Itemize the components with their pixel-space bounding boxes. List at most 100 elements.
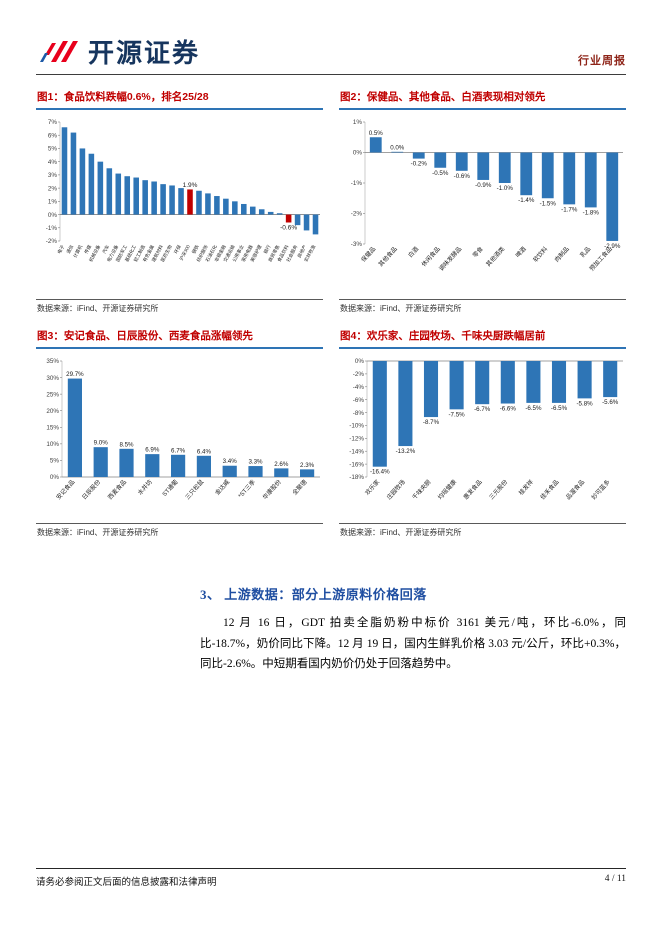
svg-text:0%: 0% [353,150,363,157]
svg-text:-6.5%: -6.5% [525,405,542,412]
figure-4-title: 图4：欢乐家、庄园牧场、千味央厨跌幅居前 [339,326,626,349]
svg-text:2.3%: 2.3% [300,462,315,469]
svg-text:6.4%: 6.4% [197,448,212,455]
svg-text:零食: 零食 [471,245,485,259]
bar-chart-figure-3: 35% 30% 25% 20% 15% 10% 5% 0% 29.7% 安记食品 9.0% 日辰股份 8… [46,358,320,501]
figure-panel-4: 图4：欢乐家、庄园牧场、千味央厨跌幅居前 0% -2% -4% -6% -8% -10% -… [339,326,626,538]
svg-text:ST通葡: ST通葡 [160,478,179,498]
header-divider [36,74,626,75]
svg-text:1.9%: 1.9% [183,182,198,189]
svg-text:惠发食品: 惠发食品 [462,478,484,501]
svg-text:-5.8%: -5.8% [577,400,594,407]
figure-row-1: 图1：食品饮料跌幅0.6%，排名25/28 7% 6% 5% 4% 3% 2% 1% 0% -1… [36,87,626,314]
figure-2-title: 图2：保健品、其他食品、白酒表现相对领先 [339,87,626,110]
footer-disclaimer: 请务必参阅正文后面的信息披露和法律声明 [36,878,217,888]
svg-text:乳品: 乳品 [578,245,592,259]
svg-text:-16%: -16% [349,461,364,468]
page-footer: 请务必参阅正文后面的信息披露和法律声明 4 / 11 [36,868,626,888]
svg-text:2.6%: 2.6% [274,461,289,468]
figure-2-source: 数据来源：iFind、开源证券研究所 [339,299,626,314]
svg-text:25%: 25% [46,391,59,398]
svg-text:5%: 5% [50,458,60,465]
svg-text:-1.5%: -1.5% [540,200,557,207]
svg-text:6.9%: 6.9% [145,447,160,454]
svg-text:-0.2%: -0.2% [411,161,428,168]
figure-panel-3: 图3：安记食品、日辰股份、西麦食品涨幅领先 35% 30% 25% 20% 15% 10%… [36,326,323,538]
page-number: 4 / 11 [604,874,626,884]
svg-text:软饮料: 软饮料 [531,245,549,264]
svg-text:0%: 0% [355,358,365,365]
svg-text:6%: 6% [48,132,58,139]
svg-text:-2%: -2% [46,238,58,245]
svg-text:3.4%: 3.4% [223,458,238,465]
section-paragraph: 12 月 16 日，GDT 拍卖全脂奶粉中标价 3161 美元/吨，环比-6.0… [200,617,626,671]
logo: 开源证券 [36,33,200,70]
svg-text:-1.8%: -1.8% [583,209,600,216]
svg-text:0%: 0% [50,474,60,481]
svg-text:-5.6%: -5.6% [602,399,619,406]
svg-text:-1%: -1% [46,225,58,232]
svg-text:全聚德: 全聚德 [291,478,309,497]
svg-text:-7.5%: -7.5% [449,411,466,418]
svg-text:其他酒类: 其他酒类 [484,245,506,268]
report-header: 开源证券 行业周报 [36,14,626,70]
svg-text:5%: 5% [48,146,58,153]
svg-text:庄园牧场: 庄园牧场 [385,478,407,501]
svg-text:9.0%: 9.0% [94,440,109,447]
svg-text:-6.6%: -6.6% [500,406,517,413]
svg-text:-16.4%: -16.4% [370,469,390,476]
svg-text:安记食品: 安记食品 [54,478,76,501]
svg-text:传媒: 传媒 [83,243,94,255]
figure-panel-2: 图2：保健品、其他食品、白酒表现相对领先 1% 0% -1% -2% -3% 0.5% 保健… [339,87,626,314]
svg-text:15%: 15% [46,424,59,431]
svg-text:计算机: 计算机 [72,243,85,259]
figure-3-title: 图3：安记食品、日辰股份、西麦食品涨幅领先 [36,326,323,349]
figure-1-title: 图1：食品饮料跌幅0.6%，排名25/28 [36,87,323,110]
svg-text:品渥食品: 品渥食品 [564,478,586,501]
svg-text:-4%: -4% [353,384,365,391]
figure-panel-1: 图1：食品饮料跌幅0.6%，排名25/28 7% 6% 5% 4% 3% 2% 1% 0% -1… [36,87,323,314]
svg-text:银行: 银行 [262,243,273,255]
svg-text:3.3%: 3.3% [248,459,263,466]
svg-text:调味发酵品: 调味发酵品 [437,245,463,273]
figure-4-source: 数据来源：iFind、开源证券研究所 [339,523,626,538]
svg-text:-1.4%: -1.4% [518,197,535,204]
svg-text:妙可蓝多: 妙可蓝多 [590,478,612,501]
svg-text:10%: 10% [46,441,59,448]
svg-text:-1.0%: -1.0% [497,185,514,192]
svg-text:-6.7%: -6.7% [474,406,491,413]
figure-row-2: 图3：安记食品、日辰股份、西麦食品涨幅领先 35% 30% 25% 20% 15% 10%… [36,326,626,538]
svg-text:啤酒: 啤酒 [514,245,528,259]
svg-text:-0.9%: -0.9% [475,182,492,189]
svg-text:西麦食品: 西麦食品 [106,478,128,501]
svg-text:欢乐家: 欢乐家 [363,478,381,497]
svg-text:钢铁: 钢铁 [190,243,201,255]
svg-text:20%: 20% [46,408,59,415]
svg-text:1%: 1% [48,199,58,206]
svg-text:-1%: -1% [351,180,363,187]
svg-text:三元股份: 三元股份 [487,478,509,501]
svg-text:佳禾食品: 佳禾食品 [538,478,560,501]
figure-3-source: 数据来源：iFind、开源证券研究所 [36,523,323,538]
svg-text:-10%: -10% [349,423,364,430]
svg-text:0%: 0% [48,212,58,219]
svg-text:-13.2%: -13.2% [396,448,416,455]
svg-text:其他食品: 其他食品 [377,245,399,268]
svg-text:-6.5%: -6.5% [551,405,568,412]
svg-text:2%: 2% [48,185,58,192]
svg-text:29.7%: 29.7% [66,371,84,378]
figure-1-source: 数据来源：iFind、开源证券研究所 [36,299,323,314]
svg-text:-2%: -2% [353,371,365,378]
svg-text:预加工食品: 预加工食品 [588,245,614,273]
bar-chart-figure-2: 1%0%-1%-2%-3%0.5%保健品0.0%其他食品-0.2%白酒-0.5%… [351,119,623,273]
svg-text:电子: 电子 [56,243,66,254]
svg-text:4%: 4% [48,159,58,166]
logo-mark-icon [40,40,78,62]
svg-text:-2%: -2% [351,211,363,218]
svg-text:白酒: 白酒 [406,245,420,259]
svg-text:-0.6%: -0.6% [454,173,471,180]
svg-text:千味央厨: 千味央厨 [410,478,432,501]
svg-text:通信: 通信 [65,243,76,255]
svg-text:3%: 3% [48,172,58,179]
